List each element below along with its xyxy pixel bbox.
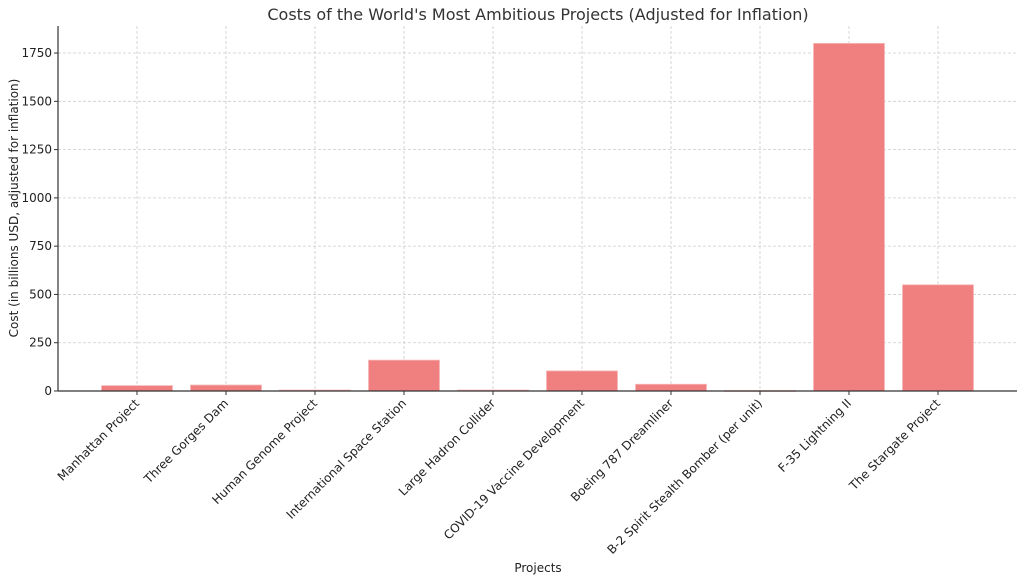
bar: [546, 370, 618, 392]
bar: [190, 384, 262, 392]
bar: [101, 385, 173, 392]
x-axis-label: Projects: [514, 561, 561, 575]
y-tick-label: 1500: [21, 94, 52, 108]
x-tick-label: F-35 Lightning II: [775, 396, 854, 475]
x-tick-label: The Stargate Project: [846, 396, 943, 493]
y-tick-label: 250: [29, 336, 52, 350]
axes: [57, 26, 1017, 392]
y-tick-label: 750: [29, 239, 52, 253]
bar: [368, 359, 440, 392]
x-tick-label: Boeing 787 Dreamliner: [568, 396, 676, 504]
x-tick-label: Three Gorges Dam: [141, 396, 231, 486]
bars: [101, 42, 974, 392]
y-tick-label: 1000: [21, 191, 52, 205]
y-tick-label: 1750: [21, 46, 52, 60]
y-ticks: 0 250 500 750 1000 1250 1500 1750: [21, 46, 58, 398]
y-tick-label: 1250: [21, 143, 52, 157]
x-tick-label: Human Genome Project: [209, 396, 320, 507]
bar: [635, 383, 707, 392]
y-tick-label: 500: [29, 287, 52, 301]
y-tick-label: 0: [44, 384, 52, 398]
x-tick-label: COVID-19 Vaccine Development: [441, 396, 587, 542]
x-tick-label: B-2 Spirit Stealth Bomber (per unit): [604, 396, 765, 557]
x-tick-label: Large Hadron Collider: [396, 396, 498, 498]
x-tick-label: Manhattan Project: [55, 396, 143, 484]
y-axis-label: Cost (in billions USD, adjusted for infl…: [7, 79, 21, 338]
bar: [813, 42, 885, 392]
chart-title: Costs of the World's Most Ambitious Proj…: [267, 5, 808, 24]
bar: [902, 284, 974, 392]
